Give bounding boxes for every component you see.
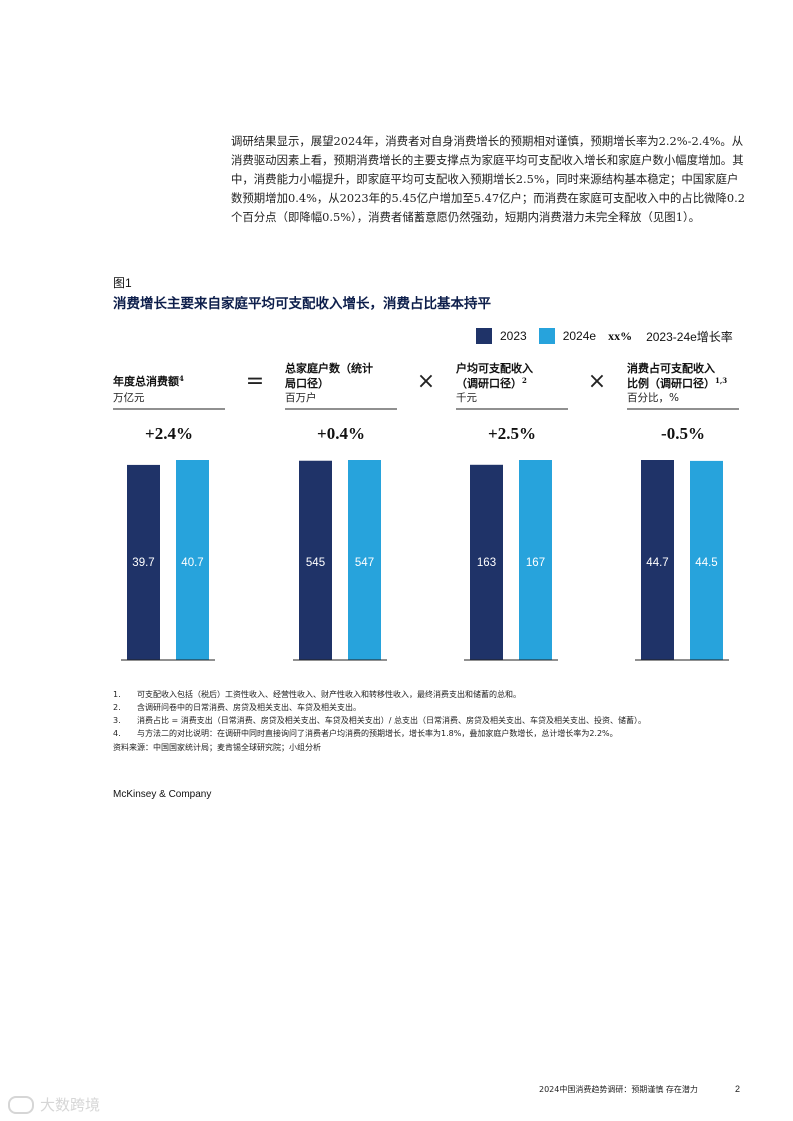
bar-value-label: 163 <box>477 557 496 569</box>
times-operator: × <box>417 369 435 394</box>
bar-value-label: 167 <box>526 557 545 569</box>
brand-name: McKinsey & Company <box>113 789 212 800</box>
footnote-number: 3. <box>113 716 121 725</box>
footnote-text: 消费占比 = 消费支出（日常消费、房贷及相关支出、车贷及相关支出）/ 总支出（日… <box>137 716 647 725</box>
legend-pct-symbol: xx% <box>608 328 633 343</box>
panel-title-line: （调研口径）2 <box>456 376 527 390</box>
bar-value-label: 547 <box>355 557 374 569</box>
watermark-logo-icon <box>8 1095 34 1114</box>
legend-label-2023: 2023 <box>500 329 527 343</box>
footnote-3: 3. 消费占比 = 消费支出（日常消费、房贷及相关支出、车贷及相关支出）/ 总支… <box>113 714 763 727</box>
bar-2024e <box>519 460 552 660</box>
footnotes: 1. 可支配收入包括（税后）工资性收入、经营性收入、财产性收入和转移性收入，最终… <box>113 688 763 754</box>
panel-unit-label: 百分比，% <box>627 391 679 404</box>
panel-title-line: 总家庭户数（统计 <box>285 361 373 375</box>
watermark-text: 大数跨境 <box>40 1096 101 1114</box>
panel-title-line: 比例（调研口径）1,3 <box>627 376 727 390</box>
footnote-text: 含调研问卷中的日常消费、房贷及相关支出、车贷及相关支出。 <box>137 703 361 712</box>
page-number: 2 <box>735 1084 741 1094</box>
legend-item-2024e: 2024e <box>538 328 597 344</box>
equals-operator: = <box>246 369 264 394</box>
footnote-1: 1. 可支配收入包括（税后）工资性收入、经营性收入、财产性收入和转移性收入，最终… <box>113 688 763 701</box>
panel-title-superscript: 2 <box>522 376 527 385</box>
chart-legend: 2023 2024e xx% 2023-24e增长率 <box>476 327 733 345</box>
intro-paragraph: 调研结果显示，展望2024年，消费者对自身消费增长的预期相对谨慎，预期增长率为2… <box>231 134 746 224</box>
panel-unit-label: 千元 <box>456 392 477 404</box>
legend-item-2023: 2023 <box>476 328 527 344</box>
bar-2023 <box>641 460 674 660</box>
bar-value-label: 44.5 <box>695 557 717 569</box>
bar-value-label: 40.7 <box>181 557 203 569</box>
panel-growth-label: -0.5% <box>661 424 705 443</box>
panel-growth-label: +0.4% <box>317 424 365 443</box>
bar-value-label: 545 <box>306 557 325 569</box>
figure-label: 图1 <box>113 276 132 290</box>
watermark: 大数跨境 <box>8 1094 100 1115</box>
panel-title-line: 消费占可支配收入 <box>627 361 715 375</box>
times-operator: × <box>588 369 606 394</box>
figure-title: 消费增长主要来自家庭平均可支配收入增长，消费占比基本持平 <box>113 296 491 312</box>
panel-growth-label: +2.4% <box>145 424 193 443</box>
legend-label-2024e: 2024e <box>562 329 597 343</box>
footnote-text: 可支配收入包括（税后）工资性收入、经营性收入、财产性收入和转移性收入，最终消费支… <box>137 690 521 699</box>
footnote-4: 4. 与方法二的对比说明：在调研中同时直接询问了消费者户均消费的预期增长，增长率… <box>113 727 763 740</box>
panel-title-line: 局口径） <box>284 376 329 390</box>
panel-unit-label: 百万户 <box>285 391 317 404</box>
bar-2023 <box>299 460 332 660</box>
footnote-number: 4. <box>113 729 121 738</box>
panel-title-superscript: 4 <box>179 374 184 383</box>
legend-pct-label: 2023-24e增长率 <box>646 329 733 344</box>
bar-2023 <box>127 464 160 660</box>
bar-value-label: 44.7 <box>646 557 668 569</box>
legend-swatch-2024e <box>538 328 555 344</box>
panel-growth-label: +2.5% <box>488 424 536 443</box>
bar-2024e <box>176 460 209 660</box>
panel-title-line: 年度总消费额4 <box>113 374 184 388</box>
panel-unit-label: 万亿元 <box>113 391 145 404</box>
footnote-text: 与方法二的对比说明：在调研中同时直接询问了消费者户均消费的预期增长，增长率为1.… <box>137 729 618 738</box>
footer-title: 2024中国消费趋势调研：预期谨慎 存在潜力 <box>539 1085 698 1094</box>
bar-2023 <box>470 464 503 660</box>
footnote-number: 2. <box>113 703 121 712</box>
panel-title-line: 户均可支配收入 <box>456 361 533 375</box>
panel-title-superscript: 1,3 <box>715 376 727 385</box>
bar-2024e <box>690 460 723 660</box>
source-note: 资料来源：中国国家统计局；麦肯锡全球研究院；小组分析 <box>113 743 321 752</box>
legend-swatch-2023 <box>476 328 492 344</box>
bar-2024e <box>348 460 381 660</box>
footnote-2: 2. 含调研问卷中的日常消费、房贷及相关支出、车贷及相关支出。 <box>113 701 763 714</box>
bar-value-label: 39.7 <box>132 557 154 569</box>
footnote-number: 1. <box>113 690 121 699</box>
